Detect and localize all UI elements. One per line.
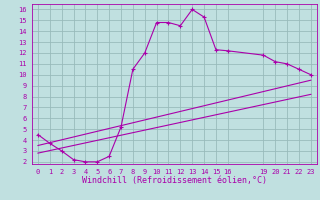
X-axis label: Windchill (Refroidissement éolien,°C): Windchill (Refroidissement éolien,°C) bbox=[82, 176, 267, 185]
